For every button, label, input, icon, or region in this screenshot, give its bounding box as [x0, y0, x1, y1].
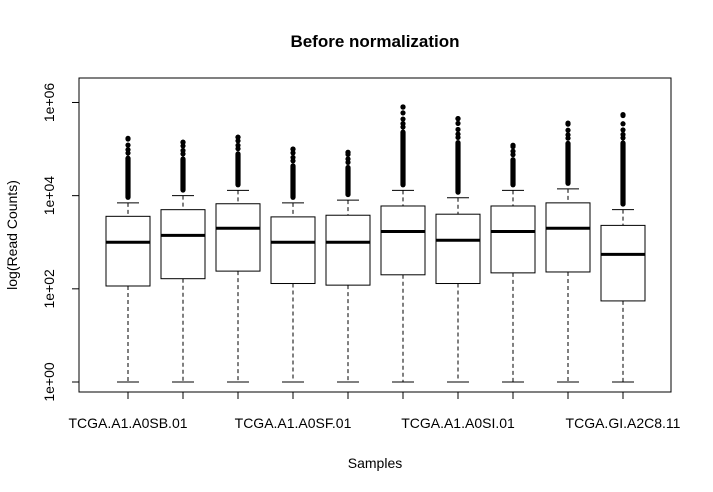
chart-title: Before normalization [290, 32, 459, 51]
outlier-point [290, 154, 296, 161]
iqr-box [325, 214, 371, 286]
outlier-points-sparse [455, 116, 461, 141]
y-tick-label: 1e+02 [41, 269, 57, 309]
outlier-point [455, 126, 461, 133]
outlier-point-max [180, 139, 186, 145]
outlier-point [345, 156, 351, 162]
x-axis: TCGA.A1.A0SB.01 TCGA.A1.A0SF.01 TCGA.A1.A0… [68, 391, 681, 431]
box-sample-2 [160, 139, 206, 383]
outlier-points-dense [125, 155, 131, 200]
y-axis: 1e+00 1e+02 1e+04 1e+06 [41, 83, 80, 402]
outlier-points-dense [565, 140, 571, 186]
box-sample-9 [545, 120, 591, 383]
outlier-points-dense [510, 157, 516, 188]
outlier-point-max [620, 111, 626, 118]
outlier-point [620, 131, 626, 138]
outlier-point [125, 142, 131, 148]
box-sample-10 [600, 111, 646, 383]
outlier-point [620, 121, 626, 127]
x-tick-label: TCGA.A1.A0SI.01 [401, 415, 515, 431]
outlier-point-max [345, 149, 351, 155]
outlier-point [620, 127, 626, 133]
outlier-point [235, 142, 241, 148]
x-tick-label: TCGA.A1.A0SB.01 [68, 415, 187, 431]
outlier-points-dense [400, 129, 406, 188]
outlier-points-sparse [290, 146, 296, 164]
outlier-points-sparse [620, 111, 626, 141]
outlier-point-max [290, 146, 296, 152]
outlier-points-dense [455, 139, 461, 195]
boxes [105, 104, 646, 383]
outlier-point [565, 127, 571, 133]
y-tick-label: 1e+04 [41, 176, 57, 216]
outlier-point-max [455, 116, 461, 122]
iqr-box [160, 209, 206, 280]
outlier-points-sparse [180, 139, 186, 157]
box-sample-8 [490, 142, 536, 383]
outlier-point-max [235, 134, 241, 140]
outlier-points-dense [180, 156, 186, 193]
outlier-points-sparse [125, 135, 131, 156]
outlier-point [125, 147, 131, 153]
outlier-points-sparse [235, 134, 241, 152]
iqr-box [545, 202, 591, 273]
outlier-point-max [510, 142, 516, 148]
outlier-point [565, 132, 571, 138]
outlier-point [455, 131, 461, 137]
outlier-points-dense [235, 151, 241, 188]
outlier-point [400, 116, 406, 122]
box-sample-6 [380, 104, 426, 383]
box-sample-5 [325, 149, 371, 383]
iqr-box [380, 205, 426, 276]
iqr-box [215, 203, 261, 272]
outlier-point [180, 147, 186, 154]
iqr-box [600, 224, 646, 302]
outlier-points-dense [345, 164, 351, 198]
outlier-point [290, 150, 296, 156]
box-sample-1 [105, 135, 151, 383]
outlier-points-sparse [565, 120, 571, 141]
box-sample-7 [435, 116, 481, 383]
outlier-point-max [125, 135, 131, 141]
outlier-point [180, 143, 186, 149]
outlier-point [455, 120, 461, 126]
outlier-point [400, 110, 406, 116]
outlier-point-max [400, 104, 406, 110]
iqr-box [270, 216, 316, 285]
y-tick-label: 1e+00 [41, 362, 57, 402]
box-sample-4 [270, 146, 316, 383]
y-tick-label: 1e+06 [41, 83, 57, 123]
outlier-points-sparse [510, 142, 516, 158]
outlier-point [400, 121, 406, 127]
outlier-point [235, 138, 241, 144]
iqr-box [490, 205, 536, 274]
iqr-box [435, 213, 481, 285]
y-axis-label: log(Read Counts) [4, 180, 20, 290]
outlier-points-sparse [345, 149, 351, 165]
outlier-points-sparse [400, 104, 406, 130]
iqr-box [105, 215, 151, 287]
x-tick-label: TCGA.A1.A0SF.01 [235, 415, 352, 431]
outlier-point [510, 148, 516, 154]
outlier-points-dense [620, 140, 626, 207]
box-sample-3 [215, 134, 261, 383]
outlier-point-max [565, 120, 571, 126]
x-axis-label: Samples [348, 455, 402, 471]
x-tick-label: TCGA.GI.A2C8.11 [566, 415, 681, 431]
outlier-points-dense [290, 163, 296, 200]
